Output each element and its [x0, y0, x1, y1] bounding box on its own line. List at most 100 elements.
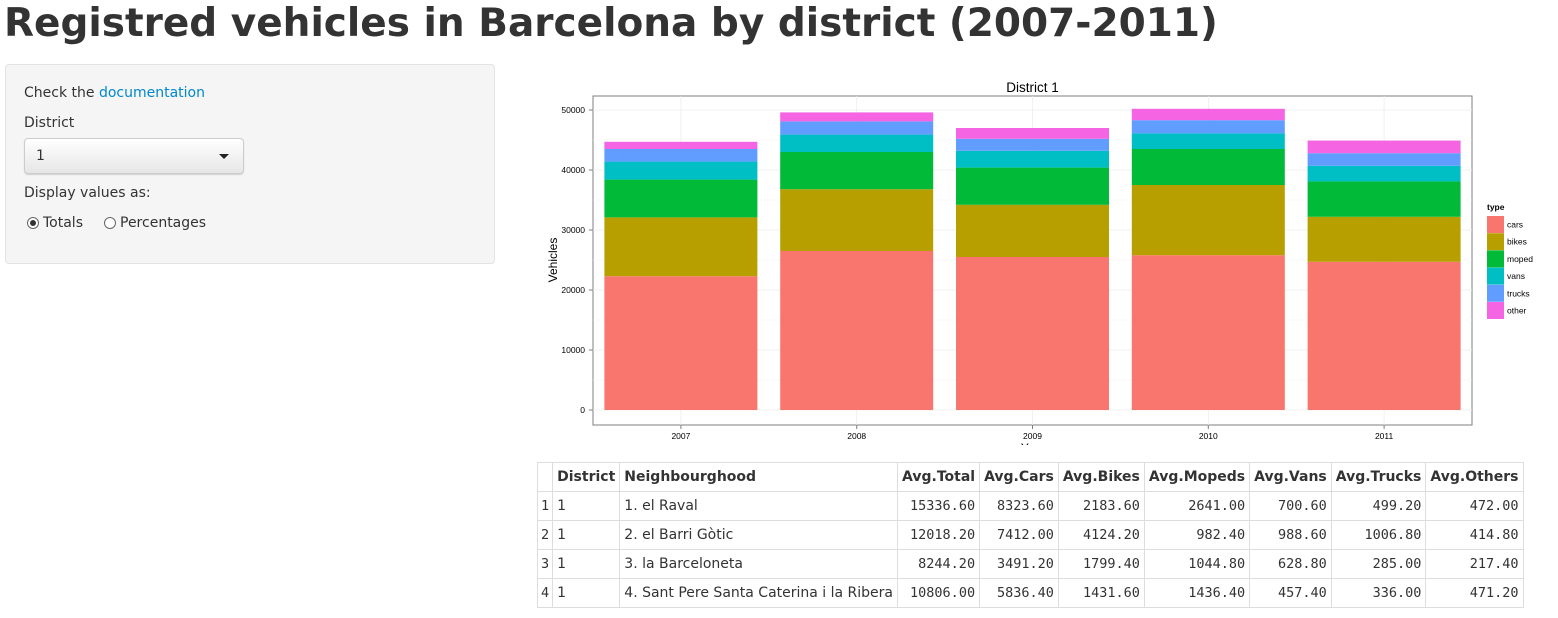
table-cell: 1: [552, 491, 621, 521]
district-select-value: 1: [36, 148, 45, 164]
x-axis-title: Year: [1021, 441, 1045, 445]
documentation-link[interactable]: documentation: [98, 85, 205, 101]
bar-trucks-2011: [1307, 153, 1461, 166]
bar-trucks-2007: [604, 149, 758, 162]
table-cell: 12018.20: [897, 520, 981, 550]
y-tick-label: 30000: [561, 225, 585, 235]
column-header: Avg.Total: [897, 462, 981, 492]
bar-bikes-2011: [1307, 216, 1461, 262]
table-body: 1 1 1. el Raval 15336.60 8323.60 2183.60 2641.…: [536, 491, 1524, 608]
documentation-prefix: Check the: [24, 85, 99, 101]
table-row: 2 1 2. el Barri Gòtic 12018.20 7412.00 4124.2…: [536, 520, 1524, 550]
table-cell: 457.40: [1249, 578, 1332, 608]
stacked-bar-chart: 0 10000 20000 30000 40000 50000 2007 2008 2009 20…: [546, 80, 1533, 445]
bar-cars-2010: [1131, 255, 1285, 410]
table-cell: 8323.60: [979, 491, 1059, 521]
district-select[interactable]: 1: [24, 138, 244, 174]
table-cell: 2: [536, 520, 554, 550]
legend-swatch-vans: [1487, 267, 1504, 285]
table-cell: 217.40: [1425, 549, 1524, 579]
table-cell: 5836.40: [979, 578, 1059, 608]
table-cell: 2. el Barri Gòtic: [619, 520, 899, 550]
bar-bikes-2008: [780, 189, 934, 251]
y-tick-label: 20000: [561, 285, 585, 295]
bar-other-2009: [956, 128, 1109, 139]
y-axis-title: Vehicles: [546, 238, 560, 283]
radio-unchecked-icon[interactable]: [104, 217, 116, 229]
y-tick-label: 50000: [561, 105, 585, 115]
table-cell: 1. el Raval: [619, 491, 899, 521]
table-cell: 1: [552, 549, 621, 579]
table-cell: 3: [536, 549, 554, 579]
legend-swatch-bikes: [1487, 233, 1504, 251]
bar-other-2011: [1307, 140, 1461, 154]
table-cell: 1006.80: [1330, 520, 1427, 550]
table-cell: 3. la Barceloneta: [619, 549, 899, 579]
column-header: Neighbourghood: [619, 462, 899, 492]
legend-label-other: other: [1507, 306, 1527, 316]
bar-vans-2010: [1131, 133, 1285, 149]
table-cell: 15336.60: [897, 491, 981, 521]
bar-moped-2011: [1307, 181, 1461, 217]
x-tick-label: 2011: [1375, 431, 1394, 441]
table-cell: 471.20: [1425, 578, 1524, 608]
table-cell: 982.40: [1143, 520, 1251, 550]
legend-title: type: [1487, 202, 1505, 212]
display-values-label: Display values as:: [24, 185, 151, 201]
table-cell: 4124.20: [1057, 520, 1145, 550]
table-cell: 8244.20: [897, 549, 981, 579]
table-cell: 285.00: [1330, 549, 1427, 579]
bar-trucks-2010: [1131, 120, 1285, 134]
x-tick-label: 2007: [671, 431, 690, 441]
table-cell: 1799.40: [1057, 549, 1145, 579]
radio-percentages[interactable]: Percentages: [104, 215, 206, 231]
bar-moped-2008: [780, 152, 934, 190]
radio-totals-label: Totals: [43, 215, 83, 231]
bar-vans-2007: [604, 161, 758, 180]
bar-moped-2009: [956, 167, 1109, 205]
bar-cars-2011: [1307, 261, 1461, 410]
table-cell: 1: [552, 520, 621, 550]
column-header: Avg.Trucks: [1330, 462, 1427, 492]
legend-label-moped: moped: [1507, 254, 1533, 264]
page-title: Registred vehicles in Barcelona by distr…: [4, 1, 1218, 46]
chart-title: District 1: [1006, 80, 1059, 95]
bar-moped-2007: [604, 179, 758, 218]
column-header: Avg.Vans: [1249, 462, 1332, 492]
documentation-line: Check the documentation: [24, 85, 205, 101]
table-cell: 1044.80: [1143, 549, 1251, 579]
x-tick-label: 2009: [1023, 431, 1042, 441]
radio-percentages-label: Percentages: [120, 215, 207, 231]
bar-trucks-2008: [780, 121, 934, 135]
district-label: District: [24, 115, 75, 131]
column-header: Avg.Others: [1425, 462, 1524, 492]
x-tick-label: 2008: [847, 431, 866, 441]
table-cell: 10806.00: [897, 578, 981, 608]
table-cell: 628.80: [1249, 549, 1332, 579]
y-tick-label: 40000: [561, 165, 585, 175]
table-cell: 988.60: [1249, 520, 1332, 550]
legend-label-trucks: trucks: [1507, 288, 1530, 298]
legend-swatch-other: [1487, 302, 1504, 319]
table-cell: 2641.00: [1143, 491, 1251, 521]
radio-checked-icon[interactable]: [27, 217, 39, 229]
table-cell: 4: [536, 578, 554, 608]
y-tick-label: 10000: [561, 345, 585, 355]
table-cell: 1431.60: [1057, 578, 1145, 608]
table-cell: 472.00: [1425, 491, 1524, 521]
table-header-row: District Neighbourghood Avg.Total Avg.Cars A…: [536, 462, 1524, 492]
radio-totals[interactable]: Totals: [27, 215, 83, 231]
sidebar-panel: Check the documentation District 1 Displ…: [5, 64, 495, 264]
column-header: [536, 462, 554, 492]
table-row: 4 1 4. Sant Pere Santa Caterina i la Riber…: [536, 578, 1524, 608]
bar-vans-2008: [780, 134, 934, 152]
bar-other-2008: [780, 112, 934, 122]
legend-label-bikes: bikes: [1507, 237, 1527, 247]
bar-vans-2009: [956, 150, 1109, 168]
neighbourhood-table: District Neighbourghood Avg.Total Avg.Cars A…: [536, 462, 1524, 608]
bar-vans-2011: [1307, 165, 1461, 182]
bar-trucks-2009: [956, 138, 1109, 151]
bar-other-2010: [1131, 108, 1285, 121]
legend-label-cars: cars: [1507, 220, 1523, 230]
legend-swatch-trucks: [1487, 284, 1504, 302]
